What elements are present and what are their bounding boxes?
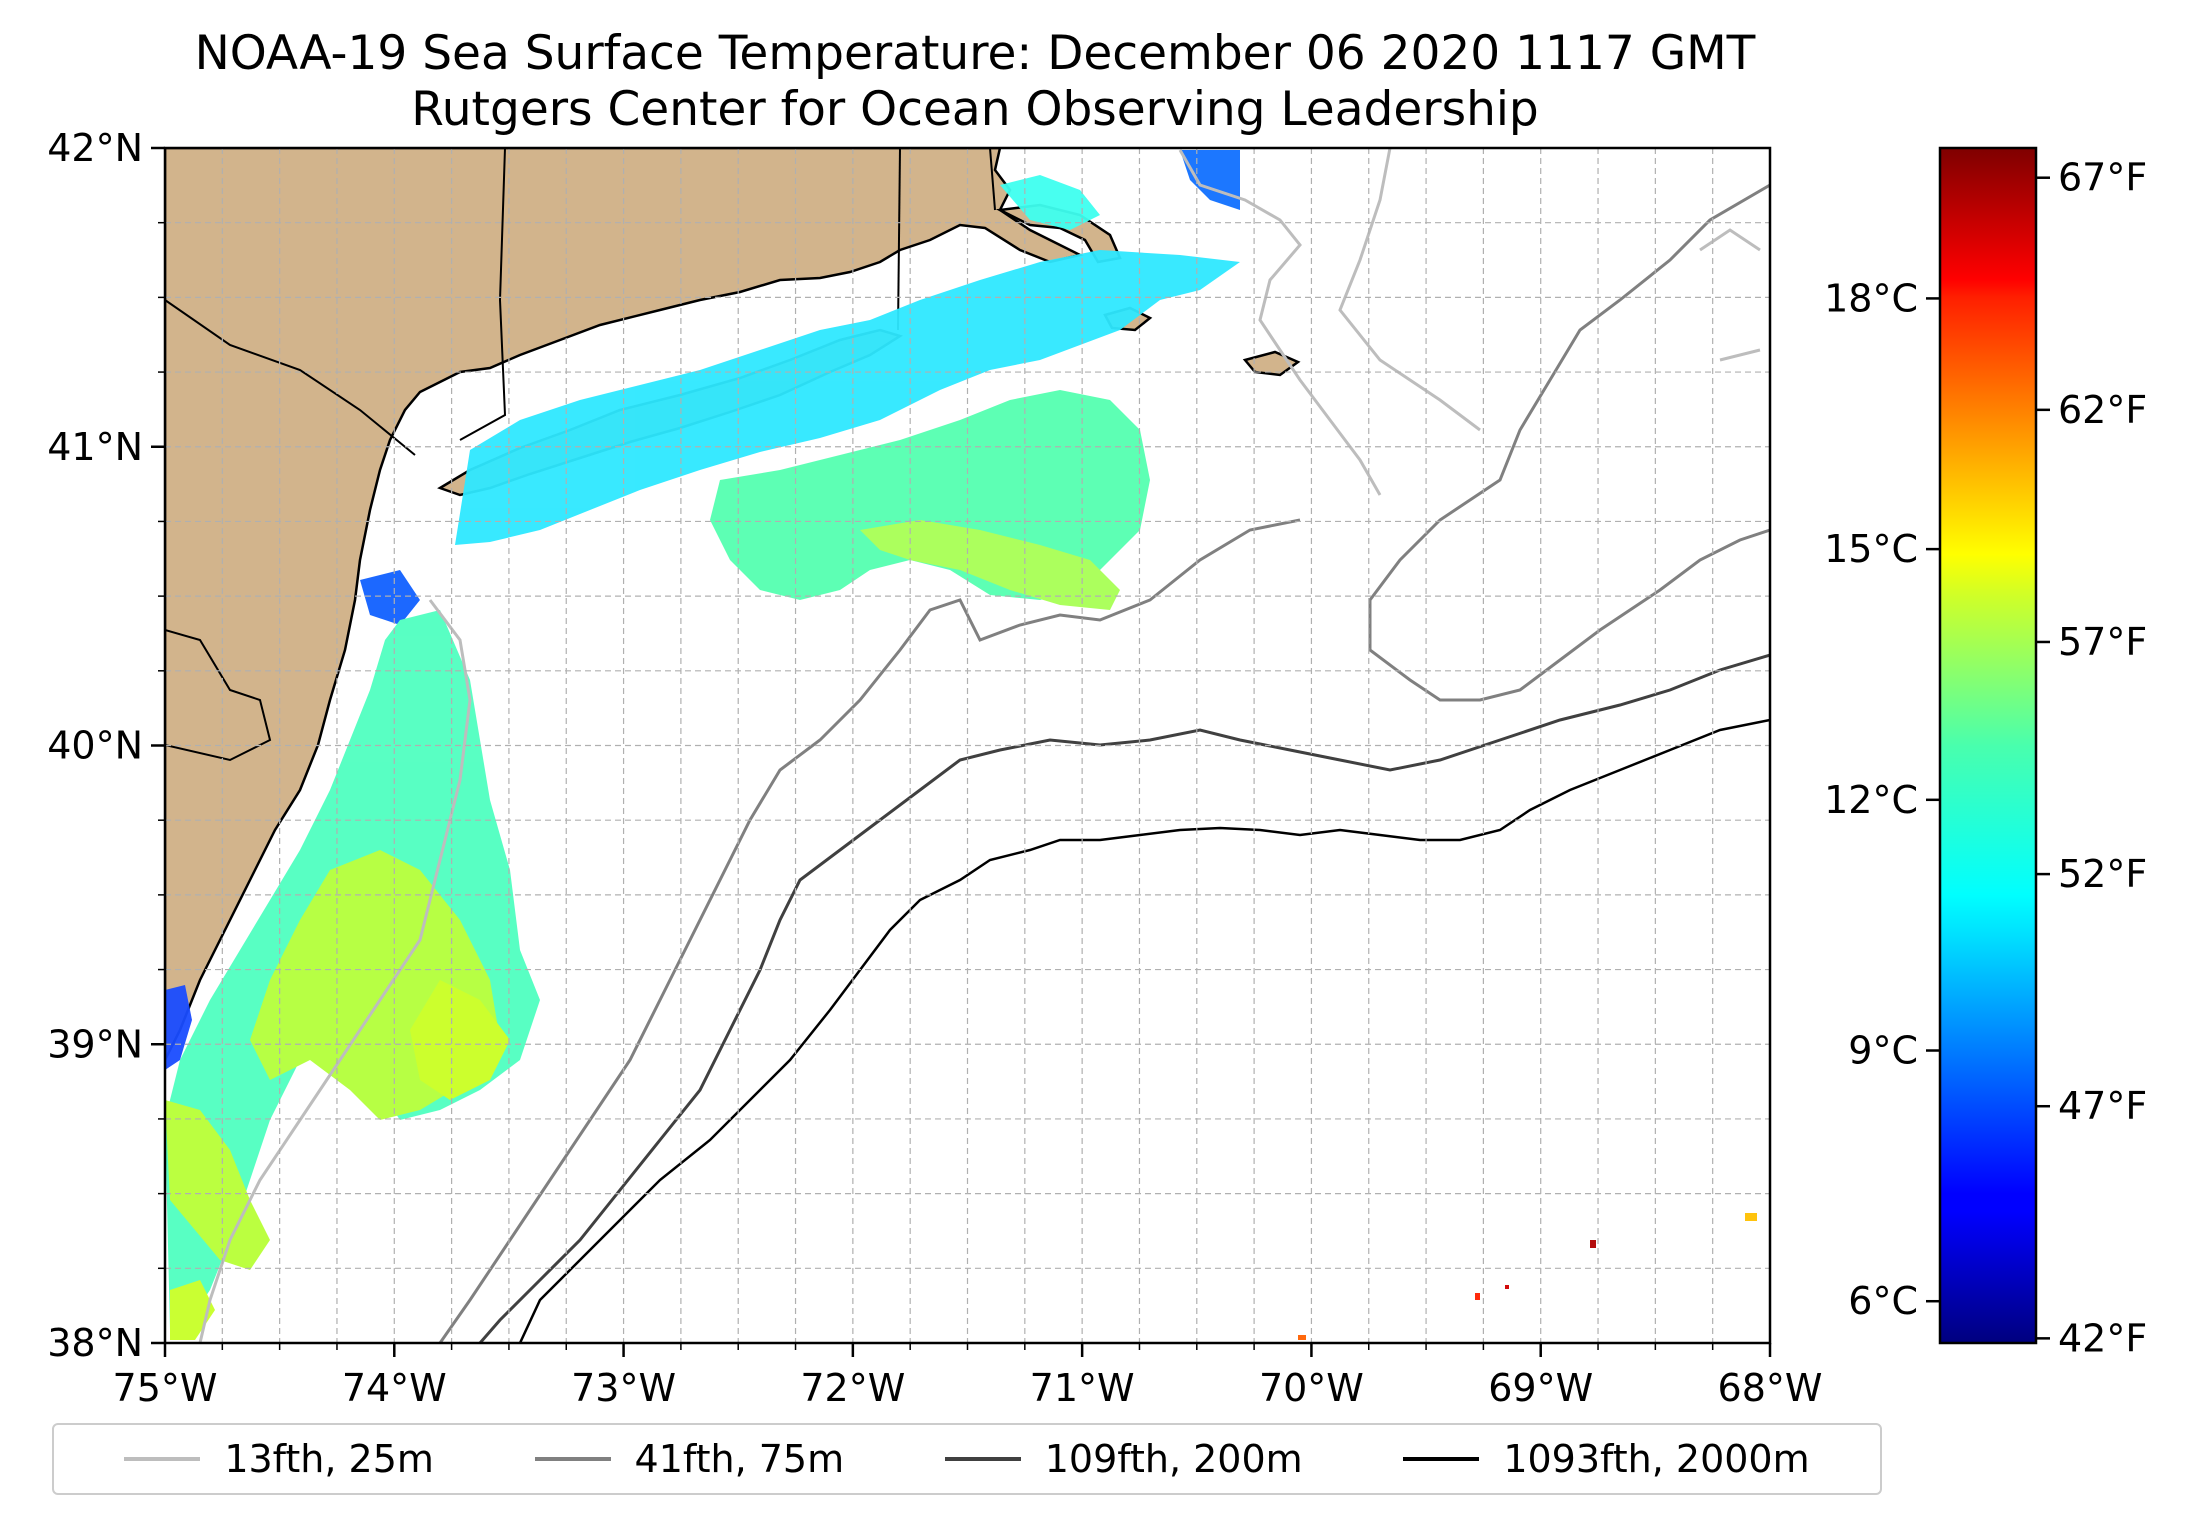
legend-item: 109fth, 200m <box>944 1437 1303 1481</box>
lon-tick-label: 69°W <box>1488 1366 1593 1410</box>
lon-tick-label: 75°W <box>113 1366 218 1410</box>
celsius-tick-label: 9°C <box>1848 1029 1918 1073</box>
isobath-200m <box>478 653 1770 1343</box>
lon-tick-label: 70°W <box>1259 1366 1364 1410</box>
isobaths <box>198 148 1770 1343</box>
map-title: NOAA-19 Sea Surface Temperature: Decembe… <box>194 26 1756 81</box>
legend-item: 41fth, 75m <box>534 1437 845 1481</box>
lat-tick-label: 38°N <box>47 1321 143 1365</box>
lon-tick-label: 71°W <box>1030 1366 1135 1410</box>
gridlines <box>165 148 1770 1343</box>
fahrenheit-tick-label: 62°F <box>2058 388 2147 432</box>
isobath-25m <box>198 148 1761 1343</box>
fahrenheit-tick-label: 47°F <box>2058 1084 2147 1128</box>
colorbar-fahrenheit-ticks: 42°F 47°F 52°F 57°F 62°F 67°F <box>2036 156 2147 1360</box>
lon-tick-label: 73°W <box>571 1366 676 1410</box>
lat-tick-label: 40°N <box>47 724 143 768</box>
legend-label: 109fth, 200m <box>1044 1437 1303 1481</box>
colorbar <box>1938 146 2038 1345</box>
legend-swatch <box>1403 1457 1480 1461</box>
lat-tick-label: 39°N <box>47 1022 143 1066</box>
sst-data <box>165 150 1757 1340</box>
legend-swatch <box>534 1457 611 1461</box>
lon-tick-label: 72°W <box>800 1366 905 1410</box>
lon-tick-label: 68°W <box>1718 1366 1823 1410</box>
legend-swatch <box>124 1457 201 1461</box>
legend-item: 1093fth, 2000m <box>1403 1437 1810 1481</box>
celsius-tick-label: 18°C <box>1824 276 1918 320</box>
lon-tick-label: 74°W <box>342 1366 447 1410</box>
fahrenheit-tick-label: 52°F <box>2058 852 2147 896</box>
legend-item: 13fth, 25m <box>124 1437 434 1481</box>
lat-axis: 38°N 39°N 40°N 41°N 42°N <box>47 126 165 1365</box>
map-subtitle: Rutgers Center for Ocean Observing Leade… <box>411 82 1539 137</box>
state-borders <box>165 148 996 762</box>
lat-tick-label: 42°N <box>47 126 143 170</box>
fahrenheit-tick-label: 42°F <box>2058 1316 2147 1360</box>
isobath-legend: 13fth, 25m 41fth, 75m 109fth, 200m 1093fth,… <box>52 1423 1882 1495</box>
celsius-tick-label: 15°C <box>1824 527 1918 571</box>
colorbar-celsius-ticks: 6°C 9°C 12°C 15°C 18°C <box>1824 276 1940 1323</box>
celsius-tick-label: 12°C <box>1824 778 1918 822</box>
legend-label: 1093fth, 2000m <box>1503 1437 1810 1481</box>
isobath-75m <box>438 183 1770 1343</box>
fahrenheit-tick-label: 57°F <box>2058 620 2147 664</box>
legend-swatch <box>944 1457 1021 1461</box>
lat-tick-label: 41°N <box>47 425 143 469</box>
isobath-2000m <box>518 718 1770 1343</box>
legend-label: 41fth, 75m <box>634 1437 845 1481</box>
lon-axis: 75°W 74°W 73°W 72°W 71°W 70°W 69°W 68°W <box>113 1343 1823 1410</box>
legend-label: 13fth, 25m <box>224 1437 434 1481</box>
fahrenheit-tick-label: 67°F <box>2058 156 2147 200</box>
celsius-tick-label: 6°C <box>1848 1279 1918 1323</box>
